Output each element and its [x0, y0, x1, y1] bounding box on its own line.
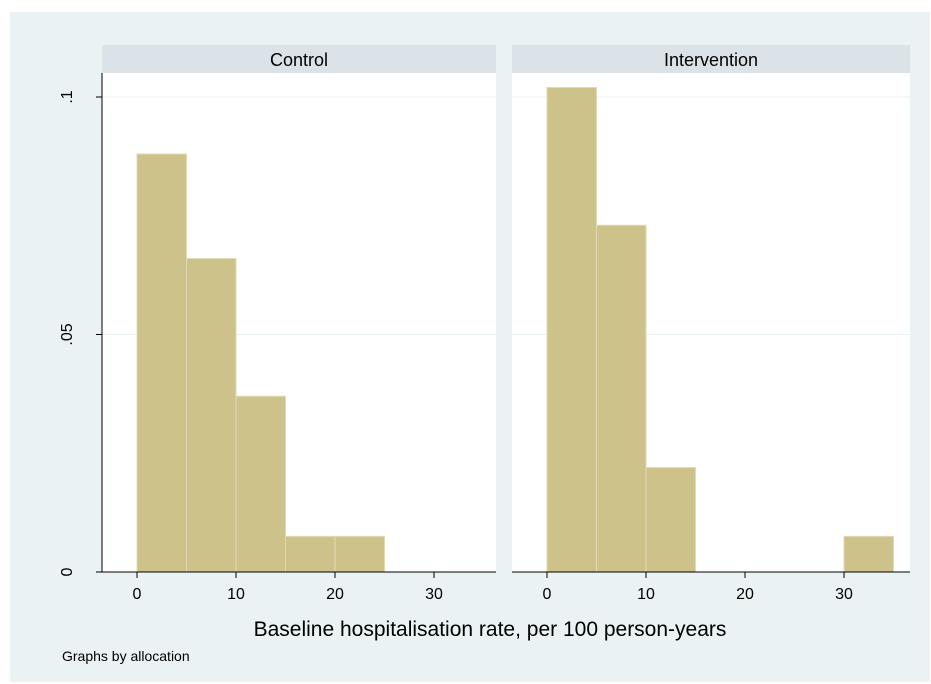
x-tick-label: 0 [543, 586, 552, 603]
x-axis-title: Baseline hospitalisation rate, per 100 p… [254, 618, 727, 641]
x-tick-label: 0 [133, 586, 142, 603]
x-tick-label: 20 [736, 586, 754, 603]
x-tick-label: 10 [227, 586, 245, 603]
y-tick-label: .05 [59, 323, 76, 345]
histogram-bar [843, 535, 894, 573]
histogram-bar [235, 395, 286, 573]
histogram-bar [645, 467, 696, 573]
histogram-bar [334, 535, 385, 573]
y-tick-label: 0 [59, 567, 76, 576]
histogram-bar [186, 258, 237, 573]
histogram-bar [136, 153, 187, 573]
panel-strip [512, 45, 910, 73]
x-tick-label: 30 [425, 586, 443, 603]
histogram-bar [546, 87, 597, 573]
panel-title: Control [270, 50, 328, 70]
graph-note: Graphs by allocation [62, 648, 190, 664]
x-tick-label: 10 [637, 586, 655, 603]
histogram-bar [596, 224, 647, 573]
panel-title: Intervention [664, 50, 758, 70]
y-tick-label: .1 [59, 90, 76, 103]
x-tick-label: 20 [326, 586, 344, 603]
x-tick-label: 30 [835, 586, 853, 603]
histogram-bar [285, 535, 336, 573]
panel-strip [102, 45, 496, 73]
